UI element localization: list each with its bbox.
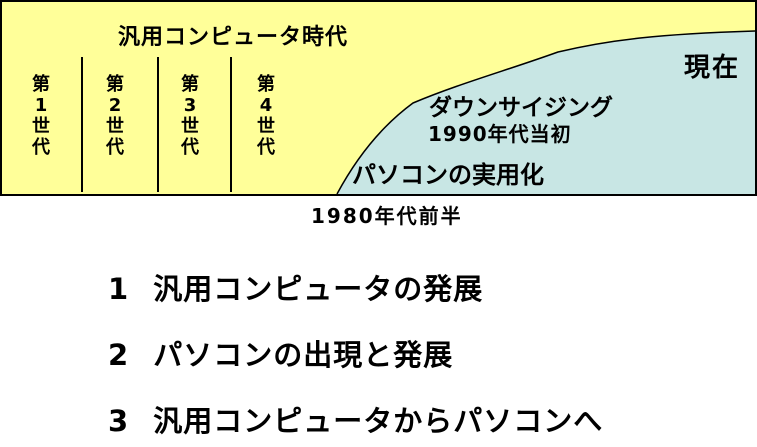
pc-practical-label: パソコンの実用化 <box>352 161 544 189</box>
generation-column-3: 第 3 世 代 <box>181 74 199 158</box>
generation-column-1: 第 1 世 代 <box>32 74 50 158</box>
present-label: 現在 <box>684 53 741 83</box>
agenda-item-number: 3 <box>108 404 130 438</box>
generation-column-2: 第 2 世 代 <box>106 74 124 158</box>
pc-practical-date-caption: 1980年代前半 <box>311 204 463 228</box>
pc-era-wave <box>336 30 755 194</box>
agenda-item: 1 汎用コンピュータの発展 <box>108 266 483 308</box>
pc-era-curve-line <box>336 30 755 194</box>
era-diagram: 汎用コンピュータ時代 第 1 世 代 第 2 世 代 第 3 世 代 第 4 世… <box>0 0 757 196</box>
generation-divider <box>81 57 83 192</box>
agenda-item-text: パソコンの出現と発展 <box>153 338 454 372</box>
generation-column-4: 第 4 世 代 <box>257 74 275 158</box>
downsizing-date-label: 1990年代当初 <box>428 122 572 146</box>
agenda-item-text: 汎用コンピュータの発展 <box>153 272 484 306</box>
agenda-item-number: 1 <box>108 272 130 306</box>
agenda-item: 3 汎用コンピュータからパソコンへ <box>108 398 603 440</box>
pc-era-region <box>337 31 755 194</box>
agenda-item: 2 パソコンの出現と発展 <box>108 332 453 374</box>
downsizing-label: ダウンサイジング <box>429 95 613 121</box>
generation-divider <box>157 57 159 192</box>
agenda-item-number: 2 <box>108 338 130 372</box>
generation-divider <box>230 57 232 192</box>
era-diagram-inner: 汎用コンピュータ時代 第 1 世 代 第 2 世 代 第 3 世 代 第 4 世… <box>2 2 755 194</box>
agenda-item-text: 汎用コンピュータからパソコンへ <box>153 404 604 438</box>
era-title: 汎用コンピュータ時代 <box>118 25 349 50</box>
